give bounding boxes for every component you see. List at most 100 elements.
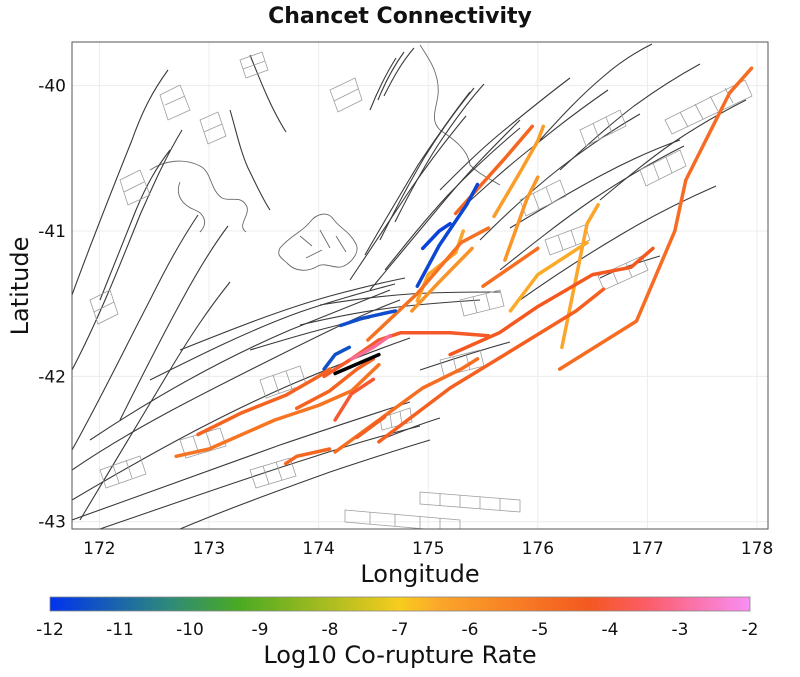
fault-trace bbox=[419, 341, 511, 371]
chart-title: Chancet Connectivity bbox=[268, 4, 532, 29]
fault-trace bbox=[509, 139, 681, 229]
fault-grid-cells bbox=[199, 111, 227, 145]
fault-grid-cells bbox=[89, 289, 119, 325]
source-fault-segment bbox=[333, 352, 381, 376]
fault-grid-cells bbox=[664, 79, 753, 135]
fault-trace bbox=[72, 129, 183, 371]
fault-trace bbox=[229, 109, 271, 211]
rupture-segment bbox=[492, 124, 546, 219]
coastline-path bbox=[299, 229, 347, 259]
source-fault bbox=[333, 352, 381, 376]
fault-trace bbox=[539, 43, 653, 141]
y-axis-ticks: -40 -41 -42 -43 bbox=[38, 77, 66, 533]
rupture-segment bbox=[508, 240, 589, 313]
fault-trace bbox=[72, 401, 411, 521]
colorbar: -12 -11 -10 -9 -8 -7 -6 -5 -4 -3 -2 Log10 Co-ruptu… bbox=[36, 596, 759, 669]
rupture-segment bbox=[355, 415, 387, 440]
fault-trace bbox=[377, 51, 405, 101]
colorbar-tick-label: -3 bbox=[672, 620, 689, 640]
rupture-segment bbox=[420, 221, 452, 251]
rupture-segment bbox=[481, 246, 540, 288]
y-tick-label: -41 bbox=[38, 222, 66, 242]
fault-trace bbox=[519, 185, 717, 301]
fault-grid-cells bbox=[419, 491, 521, 513]
fault-grid-cells bbox=[329, 77, 363, 113]
colorbar-tick-label: -6 bbox=[462, 620, 479, 640]
x-tick-label: 173 bbox=[193, 539, 225, 559]
rupture-segment bbox=[366, 226, 491, 342]
fault-trace bbox=[79, 281, 231, 521]
coastline-path bbox=[419, 44, 471, 166]
plot-area bbox=[71, 41, 769, 530]
colorbar-tick-label: -2 bbox=[742, 620, 759, 640]
colorbar-tick-label: -8 bbox=[322, 620, 339, 640]
coastline-south-island bbox=[149, 160, 358, 271]
fault-grid-cells bbox=[159, 84, 191, 121]
rupture-segment bbox=[338, 309, 398, 328]
rupture-segment bbox=[196, 367, 332, 437]
rupture-segment bbox=[560, 203, 600, 350]
fault-trace bbox=[383, 47, 415, 97]
fault-grid-cells bbox=[579, 109, 627, 147]
x-tick-label: 176 bbox=[522, 539, 554, 559]
x-tick-label: 178 bbox=[741, 539, 773, 559]
fault-trace bbox=[179, 277, 406, 351]
fault-trace bbox=[369, 119, 521, 291]
colorbar-tick-label: -11 bbox=[106, 620, 134, 640]
plot-frame bbox=[71, 41, 769, 530]
x-axis-ticks: 172 173 174 175 176 177 178 bbox=[83, 539, 773, 559]
fault-trace bbox=[599, 255, 661, 279]
rupture-segment bbox=[294, 357, 376, 411]
fault-trace bbox=[349, 115, 467, 281]
fault-trace bbox=[559, 63, 701, 171]
fault-trace bbox=[72, 214, 199, 451]
fault-trace bbox=[72, 299, 401, 471]
fault-trace bbox=[299, 299, 481, 326]
fault-trace bbox=[499, 145, 685, 271]
fault-trace bbox=[439, 77, 571, 191]
y-tick-label: -40 bbox=[38, 77, 66, 97]
fault-trace bbox=[72, 69, 169, 296]
rupture-segment bbox=[503, 175, 540, 262]
fault-grid-cells bbox=[344, 509, 461, 529]
rupture-segment bbox=[174, 362, 381, 459]
fault-trace bbox=[89, 289, 391, 441]
map-layer bbox=[72, 43, 754, 529]
fault-grid-cells bbox=[249, 457, 297, 489]
rupture-segment bbox=[448, 246, 655, 357]
fault-trace bbox=[394, 83, 485, 223]
colorbar-ramp bbox=[49, 596, 751, 612]
fault-trace bbox=[319, 291, 501, 306]
coastline-path bbox=[469, 164, 501, 186]
fault-grid-cells bbox=[99, 455, 147, 489]
fault-trace bbox=[479, 113, 641, 241]
x-axis-label: Longitude bbox=[360, 560, 479, 588]
rupture-segment bbox=[377, 287, 606, 444]
colorbar-tick-label: -9 bbox=[252, 620, 269, 640]
x-tick-label: 175 bbox=[412, 539, 444, 559]
fault-trace bbox=[384, 127, 521, 271]
colorbar-tick-label: -7 bbox=[392, 620, 409, 640]
fault-trace bbox=[249, 54, 287, 133]
fault-grid-cells bbox=[239, 51, 269, 79]
coastline-path bbox=[278, 213, 358, 271]
rupture-segment bbox=[349, 333, 392, 361]
colorbar-tick-label: -10 bbox=[176, 620, 204, 640]
colorbar-tick-label: -4 bbox=[602, 620, 619, 640]
fault-trace bbox=[119, 225, 229, 421]
rupture-segment bbox=[410, 246, 474, 313]
y-tick-label: -42 bbox=[38, 367, 66, 387]
coastline-north-island bbox=[419, 44, 501, 186]
colorbar-tick-label: -5 bbox=[532, 620, 549, 640]
y-axis-label: Latitude bbox=[6, 237, 34, 336]
rupture-segment bbox=[557, 66, 754, 371]
y-tick-label: -43 bbox=[38, 513, 66, 533]
coastline-path bbox=[149, 160, 248, 233]
colorbar-label: Log10 Co-rupture Rate bbox=[263, 641, 536, 669]
colorbar-tick-label: -12 bbox=[36, 620, 64, 640]
rupture-segment bbox=[415, 182, 480, 288]
rupture-segment bbox=[283, 447, 332, 466]
rupture-segments bbox=[174, 66, 754, 466]
coastline-path bbox=[177, 181, 206, 233]
